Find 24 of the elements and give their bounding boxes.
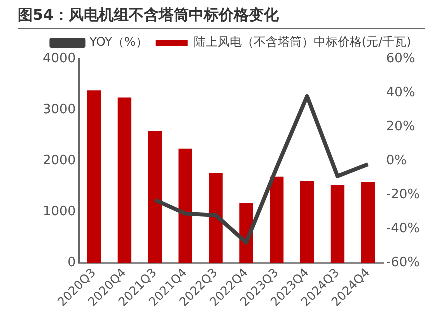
y2-tick-label: -40% (386, 221, 420, 236)
y-tick-label: 1000 (42, 204, 76, 220)
legend-label: YOY（%） (88, 35, 148, 50)
bar (87, 90, 102, 264)
bar (270, 176, 284, 264)
y-tick-label: 3000 (42, 102, 76, 118)
chart-title: 图54：风电机组不含塔筒中标价格变化 (18, 6, 425, 29)
y2-tick-label: -60% (386, 256, 420, 271)
y2-tick-label: 20% (386, 119, 416, 134)
y-tick-label: 2000 (42, 153, 76, 168)
bar (178, 148, 192, 264)
y2-tick-label: 0% (386, 153, 408, 168)
y2-tick-label: 40% (386, 85, 416, 100)
bar (209, 173, 223, 264)
bar (118, 98, 132, 264)
y2-tick-label: -20% (386, 187, 420, 202)
y-tick-label: 4000 (42, 51, 76, 66)
y2-tick-label: 60% (386, 51, 416, 66)
bar (330, 185, 345, 264)
bar (361, 182, 376, 264)
bar (300, 180, 314, 264)
bar (148, 131, 162, 264)
y-tick-label: 0 (68, 256, 76, 271)
legend-label: 陆上风电（不含塔筒）中标价格(元/千瓦) (194, 35, 412, 50)
